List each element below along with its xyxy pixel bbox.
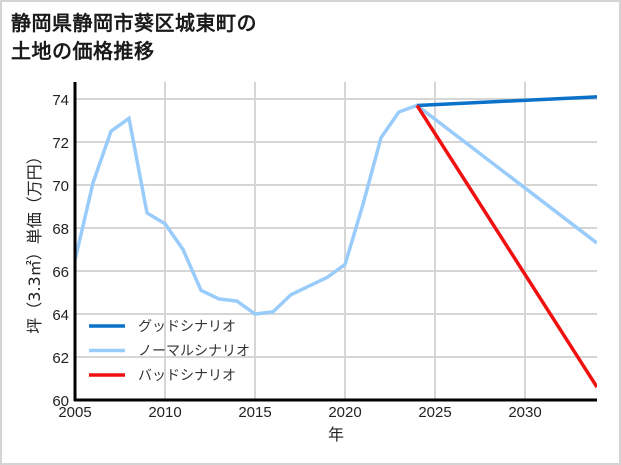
y-tick-label: 70 (52, 178, 69, 195)
legend-item: グッドシナリオ (89, 319, 236, 335)
y-tick-label: 68 (52, 221, 69, 238)
x-tick-labels: 2005 2010 2015 2020 2025 2030 (58, 404, 541, 421)
x-tick-label: 2010 (148, 404, 181, 421)
x-tick-label: 2030 (508, 404, 541, 421)
series-line-2 (415, 104, 597, 389)
series-line-0 (416, 95, 597, 108)
chart-title-line1: 静岡県静岡市葵区城東町の (11, 11, 257, 35)
x-tick-label: 2005 (58, 404, 91, 421)
y-tick-label: 66 (52, 264, 69, 281)
x-axis-label: 年 (328, 425, 344, 444)
legend-label: グッドシナリオ (138, 319, 236, 335)
x-tick-label: 2025 (418, 404, 451, 421)
chart-title-line2: 土地の価格推移 (11, 39, 155, 63)
series-line-1 (75, 103, 597, 316)
y-tick-label: 62 (52, 350, 69, 367)
y-tick-label: 72 (52, 135, 69, 152)
legend-label: バッドシナリオ (138, 368, 236, 384)
chart-title: 静岡県静岡市葵区城東町の 土地の価格推移 (11, 9, 257, 65)
y-tick-labels: 60 62 64 66 68 70 72 74 (52, 92, 69, 410)
legend-item: バッドシナリオ (89, 368, 236, 384)
legend-item: ノーマルシナリオ (89, 344, 250, 360)
y-tick-label: 60 (52, 393, 69, 410)
y-tick-label: 64 (52, 307, 69, 324)
x-tick-label: 2020 (328, 404, 361, 421)
axes (73, 82, 597, 402)
y-axis-label: 坪（3.3㎡）単価（万円） (25, 148, 44, 333)
y-tick-label: 74 (52, 92, 69, 109)
data-series (75, 95, 597, 389)
legend-label: ノーマルシナリオ (138, 344, 250, 360)
x-tick-label: 2015 (238, 404, 271, 421)
